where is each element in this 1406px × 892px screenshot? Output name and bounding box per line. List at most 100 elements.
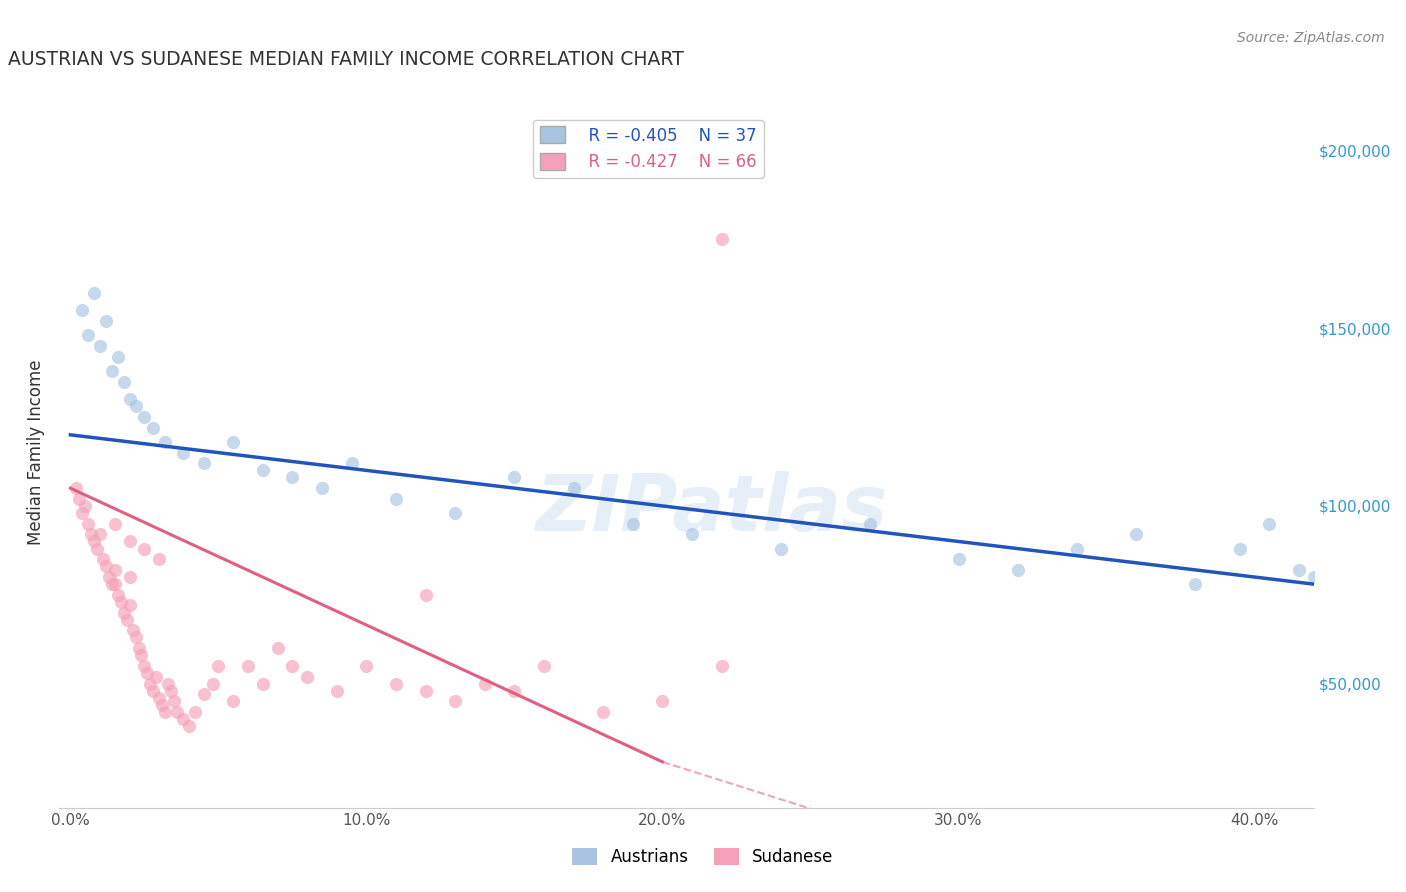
Point	[281, 659, 304, 673]
Point	[769, 541, 792, 556]
Point	[1007, 563, 1029, 577]
Point	[83, 534, 105, 549]
Point	[385, 491, 408, 506]
Point	[281, 470, 304, 484]
Point	[94, 559, 117, 574]
Point	[859, 516, 882, 531]
Point	[101, 577, 124, 591]
Point	[444, 506, 467, 520]
Point	[134, 410, 156, 425]
Point	[128, 641, 150, 656]
Point	[112, 606, 135, 620]
Point	[121, 624, 143, 638]
Point	[97, 570, 120, 584]
Point	[77, 328, 100, 343]
Point	[385, 676, 408, 690]
Point	[236, 659, 259, 673]
Point	[107, 350, 129, 364]
Point	[89, 527, 111, 541]
Point	[118, 534, 141, 549]
Point	[710, 232, 733, 246]
Point	[193, 456, 215, 470]
Point	[75, 499, 97, 513]
Point	[474, 676, 496, 690]
Point	[1125, 527, 1147, 541]
Point	[172, 712, 194, 726]
Point	[562, 481, 585, 495]
Point	[118, 570, 141, 584]
Point	[1184, 577, 1206, 591]
Point	[112, 375, 135, 389]
Point	[145, 669, 167, 683]
Point	[184, 705, 207, 719]
Point	[134, 541, 156, 556]
Point	[1066, 541, 1088, 556]
Point	[326, 683, 349, 698]
Point	[266, 641, 288, 656]
Point	[193, 687, 215, 701]
Text: AUSTRIAN VS SUDANESE MEDIAN FAMILY INCOME CORRELATION CHART: AUSTRIAN VS SUDANESE MEDIAN FAMILY INCOM…	[8, 50, 685, 69]
Point	[72, 506, 94, 520]
Point	[948, 552, 970, 566]
Legend: Austrians, Sudanese: Austrians, Sudanese	[565, 841, 841, 873]
Point	[1229, 541, 1251, 556]
Point	[110, 595, 132, 609]
Text: Source: ZipAtlas.com: Source: ZipAtlas.com	[1237, 31, 1385, 45]
Point	[710, 659, 733, 673]
Point	[1258, 516, 1281, 531]
Point	[77, 516, 100, 531]
Point	[148, 552, 170, 566]
Point	[148, 690, 170, 705]
Point	[142, 683, 165, 698]
Point	[89, 339, 111, 353]
Point	[222, 694, 245, 708]
Point	[142, 421, 165, 435]
Point	[503, 683, 526, 698]
Point	[65, 481, 87, 495]
Point	[415, 683, 437, 698]
Point	[252, 676, 274, 690]
Point	[80, 527, 103, 541]
Point	[124, 400, 146, 414]
Point	[157, 676, 180, 690]
Point	[104, 516, 127, 531]
Point	[150, 698, 173, 712]
Point	[134, 659, 156, 673]
Point	[1302, 570, 1324, 584]
Point	[67, 491, 90, 506]
Point	[177, 719, 200, 733]
Point	[166, 705, 188, 719]
Point	[104, 563, 127, 577]
Point	[621, 516, 644, 531]
Point	[415, 588, 437, 602]
Point	[101, 364, 124, 378]
Point	[201, 676, 224, 690]
Point	[104, 577, 127, 591]
Point	[533, 659, 555, 673]
Point	[94, 314, 117, 328]
Point	[153, 434, 176, 449]
Point	[340, 456, 363, 470]
Point	[118, 599, 141, 613]
Point	[356, 659, 378, 673]
Point	[592, 705, 614, 719]
Point	[118, 392, 141, 407]
Point	[124, 631, 146, 645]
Point	[207, 659, 229, 673]
Point	[222, 434, 245, 449]
Legend:   R = -0.405    N = 37,   R = -0.427    N = 66: R = -0.405 N = 37, R = -0.427 N = 66	[533, 120, 763, 178]
Point	[651, 694, 673, 708]
Point	[172, 445, 194, 459]
Point	[160, 683, 183, 698]
Point	[131, 648, 153, 663]
Text: ZIPatlas: ZIPatlas	[536, 472, 887, 548]
Point	[115, 613, 138, 627]
Point	[139, 676, 162, 690]
Point	[72, 303, 94, 318]
Point	[297, 669, 319, 683]
Point	[681, 527, 703, 541]
Point	[163, 694, 186, 708]
Point	[444, 694, 467, 708]
Point	[107, 588, 129, 602]
Point	[252, 463, 274, 477]
